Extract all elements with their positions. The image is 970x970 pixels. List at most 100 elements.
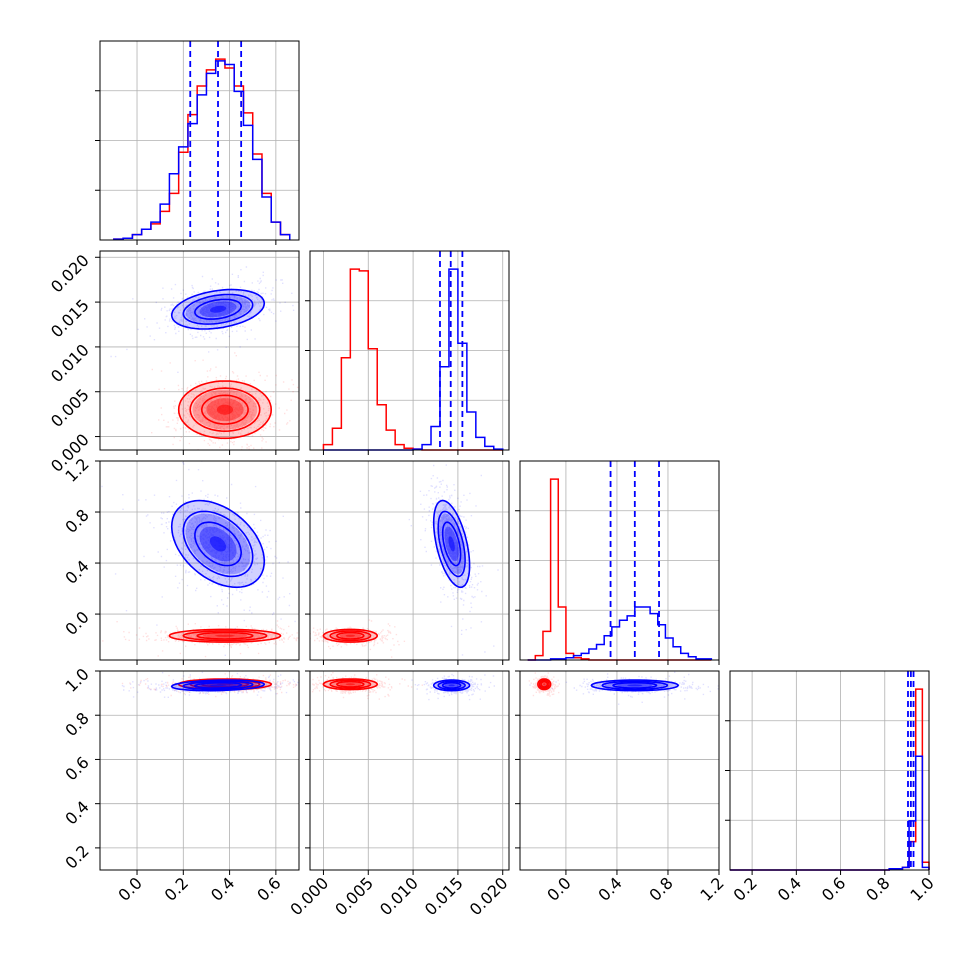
grid [100,670,299,870]
blue-contour [441,521,462,567]
blue-density-level [448,536,455,552]
red-contour [329,630,372,642]
y-tick-label: 0.4 [61,797,92,828]
blue-contour [182,293,254,325]
y-tick-label: 0.6 [61,753,92,784]
y-tick-label: 0.8 [61,709,92,740]
blue-contour [437,510,466,578]
red-density-level [216,404,234,415]
panel-frame [519,460,720,661]
blue-sample-points [121,671,299,698]
x-tick-label: 1.2 [696,873,727,904]
red-contour [537,678,552,691]
y-tick-label: 0.015 [47,295,93,341]
grid [310,670,509,870]
panel-frame [519,670,720,871]
x-tick-label: 0.8 [862,873,893,904]
blue-contour [182,680,254,691]
y-tick-label: 0.4 [61,556,92,587]
blue-samples [411,673,495,701]
panel-frame [309,670,510,871]
y-tick-label: 0.005 [47,385,93,431]
red-sample-points [121,671,299,699]
x-tick-label: 0.2 [161,873,192,904]
density-layer [100,461,299,658]
blue-contour [601,680,669,691]
blue-density-level [627,684,643,687]
density-layer [310,464,499,658]
blue-sample-points [101,461,296,656]
blue-contour [194,298,243,320]
grid [310,251,509,450]
panel-frame [99,460,300,661]
blue-contour [170,288,266,330]
density-layer [110,266,299,450]
blue-sample-points [411,673,495,701]
blue-contour [194,681,243,689]
y-tick-label: 0.2 [61,841,92,872]
y-tick-label: 0.020 [47,251,93,297]
grid [730,671,930,870]
blue-contour [432,499,471,589]
x-tick-label: 0.000 [286,873,332,919]
panel-frame [309,460,510,661]
scatter-panel-p2-p3 [305,460,510,665]
red-contour [538,679,550,689]
y-tick-label: 0.8 [61,505,92,536]
panel-frame [99,250,300,451]
blue-contour [170,679,266,692]
blue-contour [182,510,254,578]
scatter-panel-p1-p3: 0.00.40.81.2 [61,454,300,665]
x-tick-label: 0.4 [774,873,805,904]
blue-samples [408,464,499,656]
x-tick-label: 0.0 [114,873,145,904]
x-tick-label: 1.0 [906,873,937,904]
blue-histogram-p3 [527,606,713,661]
red-contour [322,678,379,691]
panel-frame [729,670,930,871]
x-tick-label: 0.4 [207,873,238,904]
red-density-level [345,634,355,637]
panel-frame [309,250,510,451]
x-tick-label: 0.4 [594,873,625,904]
histogram-panel-p4: 0.2 0.4 0.6 0.8 1.0 [725,670,938,905]
y-tick-label: 0.0 [61,607,92,638]
scatter-panel-p1-p4: 0.2 0.4 0.6 0.8 1.0 0.0 0.2 0.4 0.6 [61,664,300,905]
x-tick-label: 0.020 [466,873,512,919]
red-density-level [345,683,355,686]
blue-contour [612,681,658,689]
histogram-panel-p1 [95,40,300,245]
red-density-level [215,634,235,637]
blue-contour [441,681,462,689]
x-tick-label: 0.2 [730,873,761,904]
grid [520,670,720,870]
x-tick-label: 0.015 [421,873,467,919]
red-contour [189,387,261,433]
blue-density-level [209,305,227,313]
red-histogram-p3 [527,478,712,661]
blue-contour [194,521,243,567]
red-contour [336,631,365,640]
blue-histogram-p1 [113,60,291,240]
y-tick-label: 0.010 [47,340,93,386]
red-contour [177,380,273,440]
red-contour [196,631,254,640]
blue-histogram-p4 [730,755,930,871]
grid [100,41,299,240]
scatter-panel-p3-p4: 0.0 0.4 0.8 1.2 [515,670,728,905]
blue-samples [101,461,296,656]
histogram-panel-p2 [305,250,510,455]
panel-frame [99,40,300,241]
x-tick-label: 0.6 [818,873,849,904]
blue-density-level [209,684,227,687]
x-tick-label: 0.010 [376,873,422,919]
blue-contour [437,680,466,691]
blue-contour [432,679,471,692]
red-contour [200,394,249,425]
grid [520,461,720,660]
grid [100,251,299,450]
x-tick-label: 0.0 [543,873,574,904]
blue-contour [170,499,266,589]
